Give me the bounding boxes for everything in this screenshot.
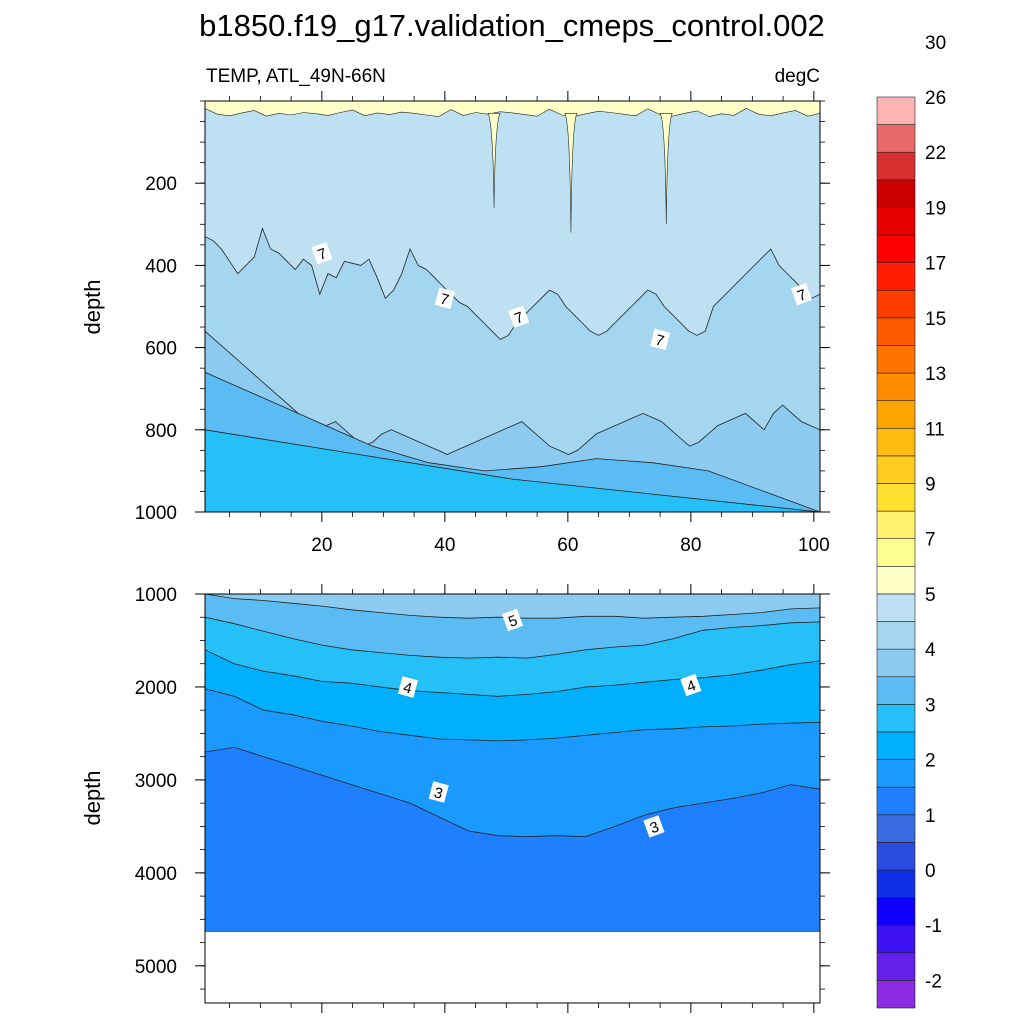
colorbar-swatch xyxy=(876,924,916,954)
warm-surface-band xyxy=(205,101,820,117)
colorbar-label: 19 xyxy=(925,198,946,219)
colorbar-label: 13 xyxy=(925,364,946,385)
contour-label-3: 4 xyxy=(680,673,702,697)
y-tick-label: 1000 xyxy=(135,503,177,524)
x-tick-label: 80 xyxy=(680,535,701,556)
colorbar-swatch xyxy=(876,372,916,401)
contour-label-2: 7 xyxy=(434,287,455,310)
colorbar-label: -1 xyxy=(925,916,942,937)
colorbar-label: -2 xyxy=(925,971,942,992)
colorbar-label: 26 xyxy=(925,88,946,109)
colorbar-swatch xyxy=(876,317,916,346)
variable-label: TEMP, ATL_49N-66N xyxy=(206,66,386,87)
colorbar-label: 11 xyxy=(925,419,945,440)
y-tick-label: 3000 xyxy=(135,771,177,792)
colorbar-label: 30 xyxy=(925,33,946,54)
contour-label-1: 5 xyxy=(501,608,524,632)
colorbar-swatch xyxy=(876,980,916,1009)
colorbar-swatch xyxy=(876,648,916,678)
x-tick-label: 60 xyxy=(557,535,578,556)
colorbar-label: 2 xyxy=(925,751,936,772)
x-tick-label: 20 xyxy=(311,535,332,556)
contour-line-3 xyxy=(205,746,820,838)
warm-notch-2 xyxy=(564,113,578,233)
contour-label-4: 3 xyxy=(428,781,449,803)
lower-panel: 5 4 4 3 3 1000 2000 3000 4000 5000 xyxy=(135,584,830,1013)
upper-ylabel: depth xyxy=(80,279,105,334)
x-tick-label: 40 xyxy=(434,535,455,556)
colorbar-label: 5 xyxy=(925,585,936,606)
warm-notch-1 xyxy=(487,113,501,208)
colorbar-swatch xyxy=(876,731,916,760)
y-tick-label: 2000 xyxy=(135,678,177,699)
colorbar-swatch xyxy=(876,786,916,816)
colorbar-swatch xyxy=(876,676,916,705)
colorbar-swatch xyxy=(876,289,916,319)
y-tick-label: 400 xyxy=(145,256,177,277)
colorbar-label: 9 xyxy=(925,474,936,495)
chart-title: b1850.f19_g17.validation_cmeps_control.0… xyxy=(199,8,825,43)
contour-label-5: 7 xyxy=(790,282,813,306)
colorbar-swatch xyxy=(876,621,916,650)
colorbar-label: 0 xyxy=(925,861,936,882)
contour-line-4 xyxy=(205,429,820,512)
colorbar-label: 17 xyxy=(925,254,946,275)
contour-label-4: 7 xyxy=(650,328,671,351)
y-tick-label: 800 xyxy=(145,421,177,442)
contour-line-7 xyxy=(205,227,820,340)
colorbar-swatch xyxy=(876,593,916,622)
y-tick-label: 4000 xyxy=(135,864,177,885)
units-label: degC xyxy=(775,66,820,87)
contour-label-5: 3 xyxy=(643,815,665,838)
colorbar-swatch xyxy=(876,262,916,291)
colorbar-swatch xyxy=(876,814,916,843)
colorbar-swatch xyxy=(876,179,916,208)
colorbar-swatch xyxy=(876,952,916,981)
panel-frame xyxy=(204,593,821,1004)
colorbar-label: 15 xyxy=(925,309,946,330)
warm-notch-3 xyxy=(659,113,673,225)
colorbar-swatch xyxy=(876,842,916,871)
colorbar-label: 7 xyxy=(925,530,936,551)
colorbar-swatch xyxy=(876,510,916,539)
colorbar-swatch xyxy=(876,207,916,236)
colorbar-swatch xyxy=(876,869,916,898)
colorbar-swatch xyxy=(876,704,916,733)
colorbar-swatch xyxy=(876,234,916,263)
colorbar-swatch xyxy=(876,455,916,484)
colorbar-swatch xyxy=(876,400,916,429)
contour-line-3.5 xyxy=(205,688,820,742)
colorbar: -2 -1 0 1 2 3 4 5 7 9 11 13 15 17 19 22 26 30 xyxy=(876,33,946,1009)
x-tick-label: 100 xyxy=(798,535,830,556)
contour-line-4 xyxy=(205,649,820,697)
y-tick-label: 600 xyxy=(145,339,177,360)
y-tick-label: 1000 xyxy=(135,585,177,606)
colorbar-swatch xyxy=(876,759,916,788)
colorbar-label: 22 xyxy=(925,143,946,164)
colorbar-swatch xyxy=(876,483,916,512)
lower-ylabel: depth xyxy=(80,770,105,825)
contour-line-5 xyxy=(205,616,820,659)
colorbar-label: 1 xyxy=(925,806,936,827)
contour-line-5 xyxy=(205,371,820,512)
colorbar-swatch xyxy=(876,345,916,374)
colorbar-swatch xyxy=(876,897,916,926)
y-tick-label: 5000 xyxy=(135,957,177,978)
contour-fill-4 xyxy=(205,429,820,512)
colorbar-swatch xyxy=(876,124,916,153)
contour-label-1: 7 xyxy=(311,241,333,265)
colorbar-label: 3 xyxy=(925,695,936,716)
colorbar-swatch xyxy=(876,96,916,125)
colorbar-swatch xyxy=(876,538,916,567)
colorbar-swatch xyxy=(876,151,916,181)
y-tick-label: 200 xyxy=(145,174,177,195)
contour-label-2: 4 xyxy=(397,676,419,698)
colorbar-label: 4 xyxy=(925,640,936,661)
colorbar-swatch xyxy=(876,427,916,457)
contour-label-3: 7 xyxy=(508,305,530,328)
sea-floor-mask xyxy=(205,931,820,1003)
upper-panel: 7 7 7 7 7 200 400 600 800 1000 20 40 60 80 100 xyxy=(135,91,830,556)
colorbar-swatch xyxy=(876,566,916,595)
